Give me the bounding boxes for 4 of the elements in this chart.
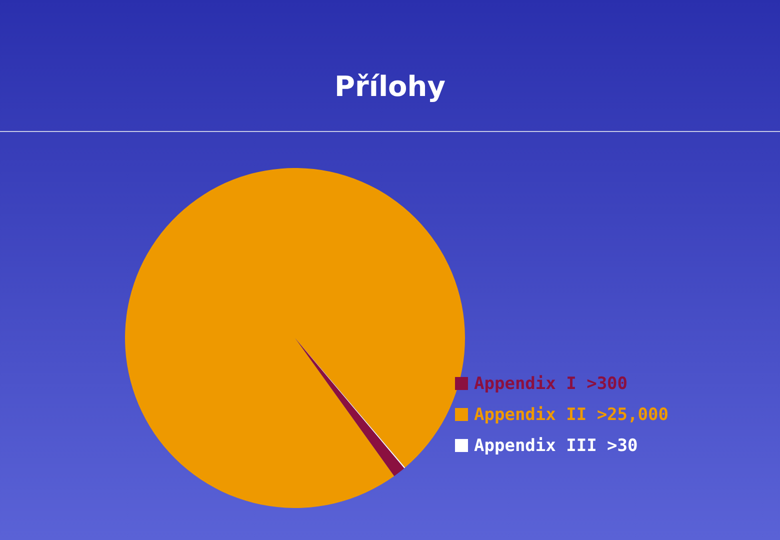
- legend-label: Appendix I >300: [474, 374, 628, 394]
- legend-label: Appendix II >25,000: [474, 404, 668, 424]
- chart-title: Přílohy: [334, 70, 446, 103]
- legend-label: Appendix III >30: [474, 436, 638, 456]
